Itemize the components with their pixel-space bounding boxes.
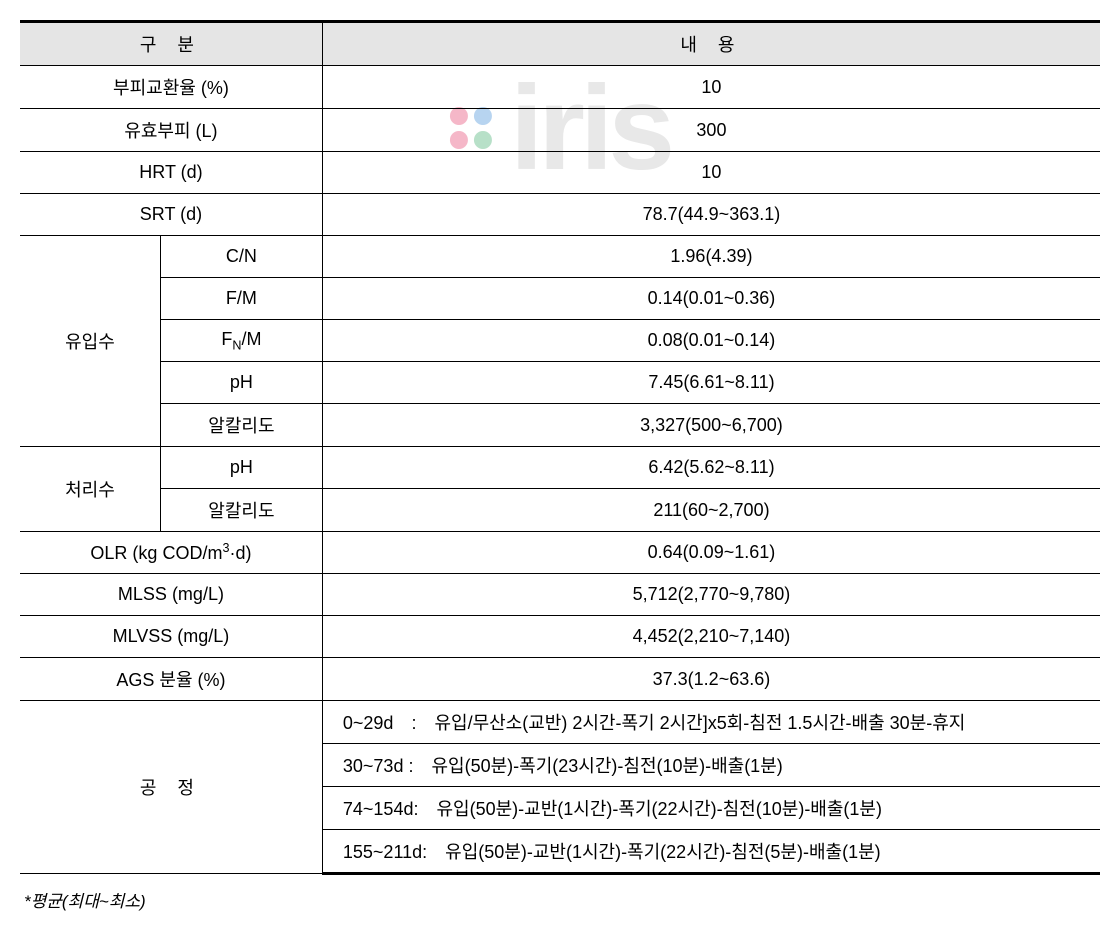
row-label: C/N <box>160 236 322 278</box>
process-value: 0~29d : 유입/무산소(교반) 2시간-폭기 2시간]x5회-침전 1.5… <box>322 701 1100 744</box>
table-row: pH 7.45(6.61~8.11) <box>20 362 1100 404</box>
header-category: 구 분 <box>20 22 322 66</box>
parameters-table: 구 분 내 용 부피교환율 (%) 10 유효부피 (L) 300 HRT (d… <box>20 20 1100 875</box>
process-value: 74~154d: 유입(50분)-교반(1시간)-폭기(22시간)-침전(10분… <box>322 787 1100 830</box>
group-label-process: 공 정 <box>20 701 322 874</box>
table-row: MLSS (mg/L) 5,712(2,770~9,780) <box>20 574 1100 616</box>
table-row: 공 정 0~29d : 유입/무산소(교반) 2시간-폭기 2시간]x5회-침전… <box>20 701 1100 744</box>
row-value: 4,452(2,210~7,140) <box>322 616 1100 658</box>
row-label: 알칼리도 <box>160 489 322 532</box>
row-value: 0.14(0.01~0.36) <box>322 278 1100 320</box>
table-row: F/M 0.14(0.01~0.36) <box>20 278 1100 320</box>
process-value: 30~73d : 유입(50분)-폭기(23시간)-침전(10분)-배출(1분) <box>322 744 1100 787</box>
header-content: 내 용 <box>322 22 1100 66</box>
row-label: 유효부피 (L) <box>20 109 322 152</box>
row-label-olr: OLR (kg COD/m3·d) <box>20 532 322 574</box>
table-row: 유효부피 (L) 300 <box>20 109 1100 152</box>
row-value: 37.3(1.2~63.6) <box>322 658 1100 701</box>
table-row: HRT (d) 10 <box>20 152 1100 194</box>
table-row: OLR (kg COD/m3·d) 0.64(0.09~1.61) <box>20 532 1100 574</box>
row-value: 5,712(2,770~9,780) <box>322 574 1100 616</box>
row-value: 211(60~2,700) <box>322 489 1100 532</box>
row-value: 0.64(0.09~1.61) <box>322 532 1100 574</box>
table-header-row: 구 분 내 용 <box>20 22 1100 66</box>
table-row: AGS 분율 (%) 37.3(1.2~63.6) <box>20 658 1100 701</box>
table-row: FN/M 0.08(0.01~0.14) <box>20 320 1100 362</box>
row-label: HRT (d) <box>20 152 322 194</box>
row-label: MLSS (mg/L) <box>20 574 322 616</box>
row-value: 6.42(5.62~8.11) <box>322 447 1100 489</box>
footnote: *평균(최대~최소) <box>20 887 1100 912</box>
row-label: F/M <box>160 278 322 320</box>
table-row: MLVSS (mg/L) 4,452(2,210~7,140) <box>20 616 1100 658</box>
row-label: pH <box>160 362 322 404</box>
row-label-fnm: FN/M <box>160 320 322 362</box>
table-row: 부피교환율 (%) 10 <box>20 66 1100 109</box>
row-value: 1.96(4.39) <box>322 236 1100 278</box>
row-label: SRT (d) <box>20 194 322 236</box>
table-row: 유입수 C/N 1.96(4.39) <box>20 236 1100 278</box>
process-value: 155~211d: 유입(50분)-교반(1시간)-폭기(22시간)-침전(5분… <box>322 830 1100 874</box>
row-value: 78.7(44.9~363.1) <box>322 194 1100 236</box>
table-row: 처리수 pH 6.42(5.62~8.11) <box>20 447 1100 489</box>
row-value: 0.08(0.01~0.14) <box>322 320 1100 362</box>
table-container: iris 구 분 내 용 부피교환율 (%) 10 유효부피 (L) 300 <box>20 20 1100 912</box>
table-row: 알칼리도 211(60~2,700) <box>20 489 1100 532</box>
table-row: 알칼리도 3,327(500~6,700) <box>20 404 1100 447</box>
row-label: 부피교환율 (%) <box>20 66 322 109</box>
row-label: pH <box>160 447 322 489</box>
row-value: 300 <box>322 109 1100 152</box>
row-value: 10 <box>322 152 1100 194</box>
row-value: 7.45(6.61~8.11) <box>322 362 1100 404</box>
row-label: 알칼리도 <box>160 404 322 447</box>
group-label-effluent: 처리수 <box>20 447 160 532</box>
row-value: 10 <box>322 66 1100 109</box>
row-value: 3,327(500~6,700) <box>322 404 1100 447</box>
row-label: AGS 분율 (%) <box>20 658 322 701</box>
group-label-influent: 유입수 <box>20 236 160 447</box>
row-label: MLVSS (mg/L) <box>20 616 322 658</box>
table-row: SRT (d) 78.7(44.9~363.1) <box>20 194 1100 236</box>
